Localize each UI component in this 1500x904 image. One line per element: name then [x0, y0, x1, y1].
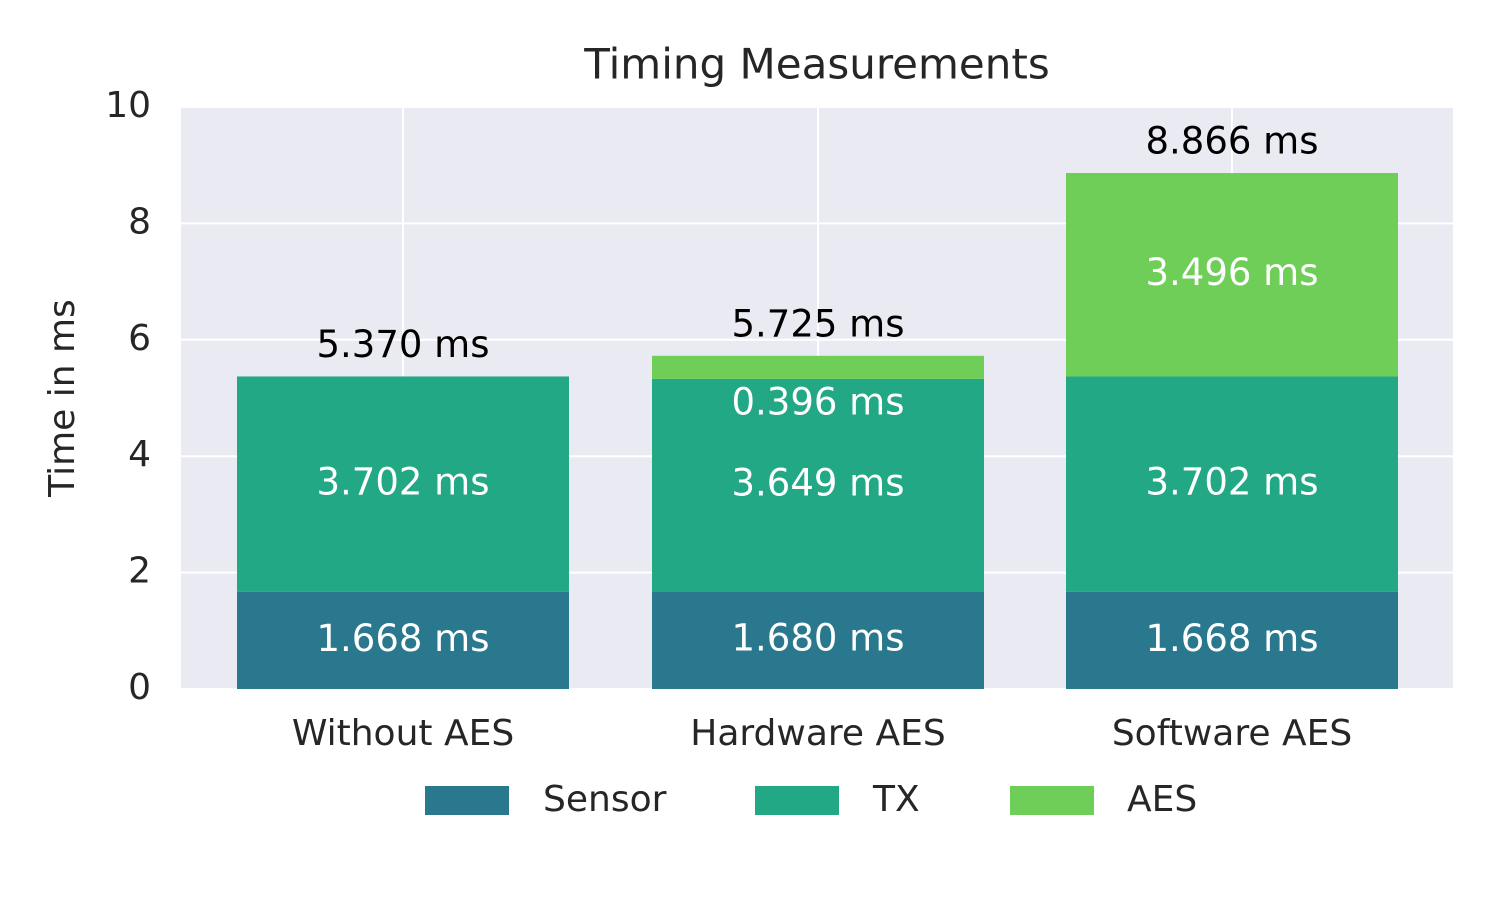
segment-value-label: 1.668 ms [316, 617, 489, 660]
y-tick-label: 0 [128, 667, 151, 708]
segment-value-label: 3.702 ms [1145, 461, 1318, 504]
total-value-label: 5.370 ms [316, 323, 489, 366]
legend-label-sensor: Sensor [543, 779, 667, 820]
total-value-label: 8.866 ms [1145, 119, 1318, 162]
y-tick-label: 6 [128, 318, 151, 359]
bar-segment-tx [652, 378, 984, 592]
bar-segment-sensor [1066, 591, 1398, 689]
legend: Sensor TX AES [425, 779, 1197, 820]
legend-swatch-sensor [425, 786, 509, 815]
x-tick-label: Without AES [292, 713, 514, 754]
bar-segment-aes [1066, 172, 1398, 377]
segment-value-label: 3.649 ms [731, 462, 904, 505]
bar-segment-tx [1066, 376, 1398, 592]
chart-title: Timing Measurements [583, 40, 1049, 89]
total-value-label: 5.725 ms [731, 302, 904, 345]
axes: 0 2 4 6 8 10 Without AES Hardware AES Software A… [105, 85, 1352, 754]
x-tick-label: Software AES [1112, 713, 1352, 754]
segment-value-label: 3.496 ms [1145, 251, 1318, 294]
legend-swatch-tx [755, 786, 839, 815]
legend-label-tx: TX [872, 779, 920, 820]
data-labels: 1.668 ms 3.702 ms 5.370 ms 1.680 ms 3.649 ms… [316, 119, 1318, 659]
bar-segment-tx [237, 376, 569, 592]
y-tick-label: 2 [128, 551, 151, 592]
segment-value-label: 3.702 ms [316, 461, 489, 504]
bars [237, 172, 1398, 689]
bar-segment-aes [652, 355, 984, 379]
y-tick-label: 10 [105, 85, 151, 126]
legend-label-aes: AES [1127, 779, 1197, 820]
segment-value-label: 0.396 ms [731, 380, 904, 423]
bar-segment-sensor [237, 591, 569, 689]
segment-value-label: 1.668 ms [1145, 617, 1318, 660]
x-tick-label: Hardware AES [690, 713, 945, 754]
y-tick-label: 4 [128, 434, 151, 475]
segment-value-label: 1.680 ms [731, 617, 904, 660]
y-axis-label: Time in ms [42, 299, 83, 498]
y-tick-label: 8 [128, 201, 151, 242]
legend-swatch-aes [1010, 786, 1094, 815]
bar-segment-sensor [652, 591, 984, 689]
